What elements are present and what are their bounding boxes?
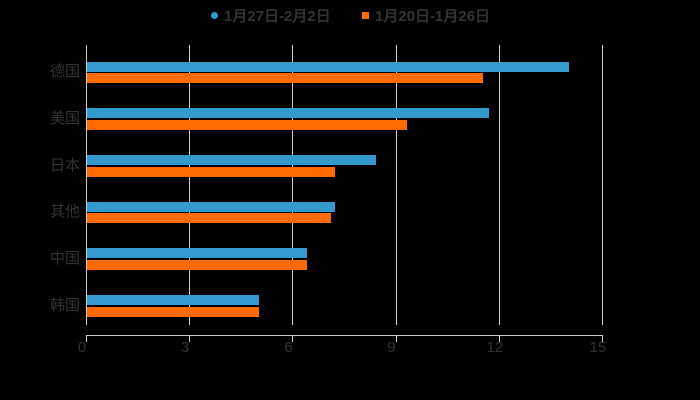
legend-label: 1月27日-2月2日 xyxy=(224,7,331,25)
bar-row4-series0[interactable] xyxy=(87,248,308,259)
gridline-6 xyxy=(292,45,294,325)
x-axis-line xyxy=(86,335,603,336)
y-axis-category-label-2: 日本 xyxy=(49,156,80,174)
bar-row0-series1[interactable] xyxy=(87,73,483,84)
plot-area xyxy=(86,45,603,325)
legend-item-week1[interactable]: 1月20日-1月26日 xyxy=(362,6,491,25)
y-axis-category-label-1: 美国 xyxy=(49,110,80,128)
bar-row4-series1[interactable] xyxy=(87,259,308,270)
x-axis-tick-label-0: 0 xyxy=(77,339,87,356)
gridline-9 xyxy=(395,45,397,325)
x-axis-tick-12 xyxy=(498,336,500,342)
gridline-3 xyxy=(189,45,191,325)
bar-row3-series1[interactable] xyxy=(87,213,332,224)
y-axis-category-label-5: 韩国 xyxy=(49,296,80,314)
x-axis-tick-15 xyxy=(602,336,603,342)
x-axis-tick-label-15: 15 xyxy=(589,339,607,356)
legend-circle-marker-icon xyxy=(211,11,218,19)
x-axis-tick-label-12: 12 xyxy=(486,339,504,356)
x-axis-tick-label-9: 9 xyxy=(387,339,396,356)
bar-row3-series0[interactable] xyxy=(87,201,335,212)
x-axis-tick-6 xyxy=(292,336,294,342)
bar-row1-series1[interactable] xyxy=(87,119,407,130)
bar-row0-series0[interactable] xyxy=(87,61,569,72)
legend-label: 1月20日-1月26日 xyxy=(375,7,491,25)
y-axis-category-label-0: 德国 xyxy=(49,63,80,81)
bar-row5-series0[interactable] xyxy=(87,295,259,305)
bar-row2-series1[interactable] xyxy=(87,166,335,177)
gridline-15 xyxy=(602,45,603,325)
legend-square-marker-icon xyxy=(362,11,369,19)
x-axis-tick-3 xyxy=(189,336,191,342)
y-axis-category-label-4: 中国 xyxy=(49,250,80,268)
x-axis-tick-label-6: 6 xyxy=(284,339,293,356)
y-axis-category-label-3: 其他 xyxy=(49,203,80,221)
bar-row5-series1[interactable] xyxy=(87,306,259,317)
gridline-12 xyxy=(498,45,500,325)
bar-row2-series0[interactable] xyxy=(87,155,376,166)
x-axis-tick-0 xyxy=(86,336,87,342)
x-axis-tick-9 xyxy=(395,336,397,342)
bar-row1-series0[interactable] xyxy=(87,108,490,119)
x-axis-tick-label-3: 3 xyxy=(181,339,190,356)
legend-item-week2[interactable]: 1月27日-2月2日 xyxy=(211,6,331,25)
